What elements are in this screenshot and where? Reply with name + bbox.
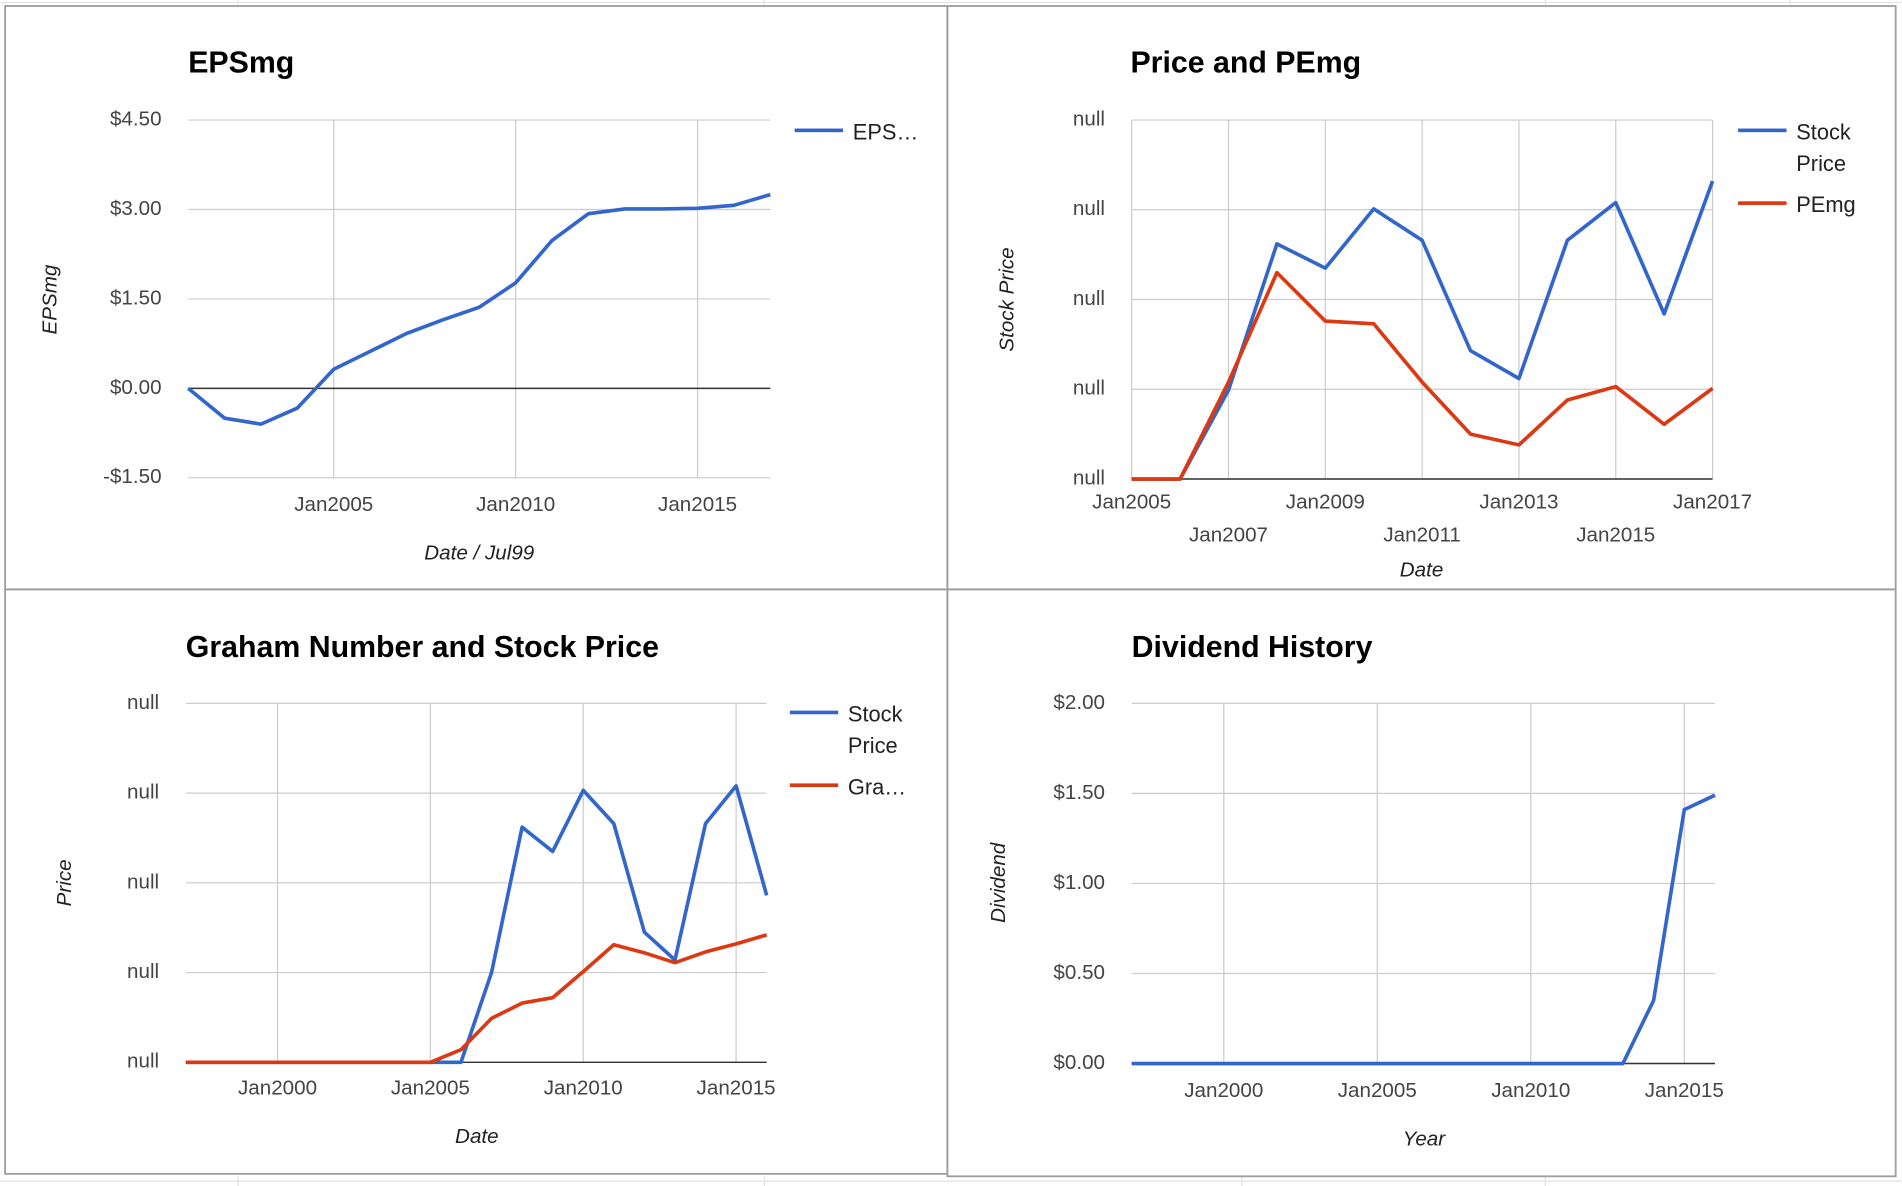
legend-swatch [789,710,839,715]
x-tick-label: Jan2005 [1338,1079,1417,1102]
y-tick-label: null [1073,466,1105,489]
x-tick-label: Jan2000 [238,1076,317,1099]
y-tick-label: $4.50 [110,107,162,130]
x-tick-label: Jan2005 [294,493,373,516]
x-tick-label: Jan2000 [1184,1079,1263,1102]
x-axis-title: Date / Jul99 [424,542,535,565]
x-tick-label: Jan2005 [391,1076,470,1099]
series-line [1131,793,1716,1066]
series-line [185,784,769,1065]
x-tick-label: Jan2015 [1645,1079,1724,1102]
legend-label: PEmg [1796,192,1856,218]
y-axis-title: EPSmg [39,264,62,334]
x-tick-label: Jan2009 [1286,491,1365,514]
chart-title: Price and PEmg [1130,46,1361,79]
legend-label: Stock Price [1796,120,1851,176]
y-tick-label: null [127,960,159,983]
y-tick-label: $0.50 [1053,961,1105,984]
chart-title: Graham Number and Stock Price [186,631,659,664]
chart-panel: Dividend History Year Dividend $0.00 $0.50 $1… [987,631,1724,1151]
series-line [185,933,768,1065]
x-tick-label: Jan2010 [476,493,555,516]
x-tick-label: Jan2010 [1491,1079,1570,1102]
y-tick-label: null [1073,107,1105,130]
x-tick-label: Jan2013 [1479,491,1558,514]
y-axis-title: Price [53,859,76,906]
x-tick-label: Jan2015 [658,493,737,516]
legend-swatch [794,128,844,133]
x-tick-label: Jan2017 [1673,491,1752,514]
y-tick-label: $0.00 [1053,1051,1105,1074]
y-tick-label: null [1073,197,1105,220]
chart-title: EPSmg [188,46,294,79]
x-tick-label: Jan2010 [544,1076,623,1099]
y-tick-label: null [127,870,159,893]
series-line [1131,270,1714,481]
legend: Stock Price Gra… [789,699,948,803]
legend-label: EPS… [852,120,919,145]
legend-box: Stock Price Gra… [789,699,948,803]
y-tick-label: $1.50 [1053,781,1105,804]
legend-box: Stock Price PEmg [1738,116,1896,220]
legend: Stock Price PEmg [1738,116,1896,220]
y-axis-title: Stock Price [995,247,1018,351]
chart-title: Dividend History [1132,631,1373,664]
x-axis-title: Date [1400,559,1444,582]
y-axis-title: Dividend [987,842,1010,923]
y-tick-label: -$1.50 [103,465,161,488]
x-tick-label: Jan2011 [1383,523,1461,546]
y-tick-label: null [127,691,159,714]
y-tick-label: null [1073,287,1105,310]
chart-panel: Graham Number and Stock Price Date Price nu… [53,631,948,1148]
x-tick-label: Jan2007 [1189,523,1268,546]
legend-swatch [1738,201,1787,205]
legend-item: Stock Price [789,699,948,762]
y-tick-label: $0.00 [110,376,162,399]
y-tick-label: null [127,1050,159,1073]
x-tick-label: Jan2005 [1092,491,1171,514]
legend-item: EPS… [794,116,953,148]
y-tick-label: $1.50 [110,286,162,309]
legend-label: Gra… [847,774,907,800]
x-tick-label: Jan2015 [1576,523,1655,546]
y-tick-label: $2.00 [1053,691,1105,714]
legend-item: Stock Price [1738,116,1896,179]
legend-swatch [1738,128,1787,133]
chart-panel: EPSmg Date / Jul99 EPSmg -$1.50 $0.00 $1.50 $3… [39,46,953,565]
y-tick-label: $1.00 [1053,871,1105,894]
y-tick-label: null [127,781,159,804]
x-tick-label: Jan2015 [697,1076,776,1099]
x-axis-title: Date [455,1125,499,1148]
x-axis-title: Year [1403,1127,1447,1150]
series-line [187,192,771,426]
legend-swatch [789,783,839,788]
y-tick-label: $3.00 [110,197,162,220]
legend-item: Gra… [789,771,948,803]
series-line [1131,180,1715,481]
chart-panel: Price and PEmg Date Stock Price null null nul… [995,46,1896,582]
legend-item: PEmg [1738,189,1896,221]
panel-borders [4,5,1897,1178]
legend: EPS… [794,116,953,148]
y-tick-label: null [1073,377,1105,400]
legend-label: Stock Price [847,702,903,758]
legend-box: EPS… [794,116,953,148]
